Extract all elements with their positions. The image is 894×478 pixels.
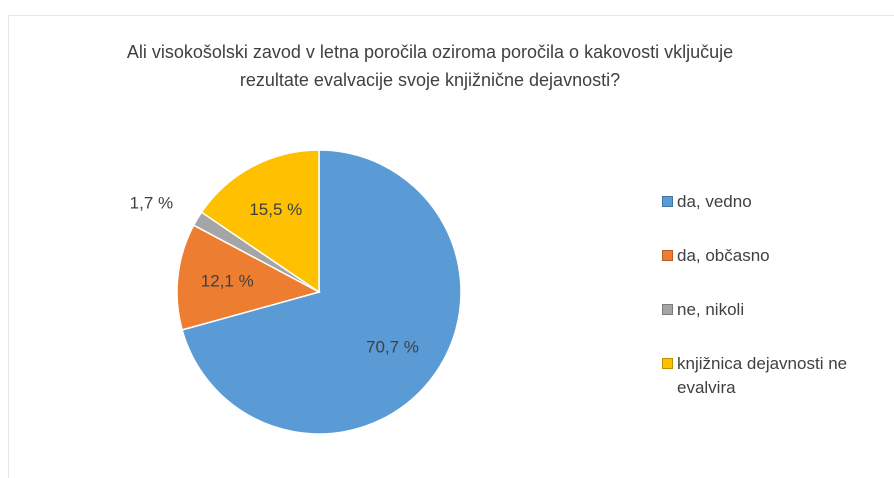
legend-swatch [662,196,673,207]
data-label: 15,5 % [249,200,302,219]
legend-label: da, občasno [677,246,770,265]
legend-label: ne, nikoli [677,300,745,319]
chart-frame [8,15,894,478]
data-label: 1,7 % [130,193,173,212]
legend-item: ne, nikoli [662,298,862,322]
legend-label: da, vedno [677,192,752,211]
pie-slice [200,149,320,294]
legend-swatch [662,304,673,315]
legend-item: knjižnica dejavnosti ne evalvira [662,352,862,400]
legend-label: knjižnica dejavnosti ne evalvira [677,354,848,397]
legend: da, vedno da, občasno ne, nikoli knjižnica … [662,190,862,430]
legend-swatch [662,358,673,369]
data-label: 70,7 % [366,337,419,356]
legend-item: da, občasno [662,244,862,268]
data-label: 12,1 % [201,271,254,290]
chart-title: Ali visokošolski zavod v letna poročila … [126,42,734,90]
legend-item: da, vedno [662,190,862,214]
pie-slice [176,224,322,331]
legend-swatch [662,250,673,261]
pie-slice [181,149,462,435]
